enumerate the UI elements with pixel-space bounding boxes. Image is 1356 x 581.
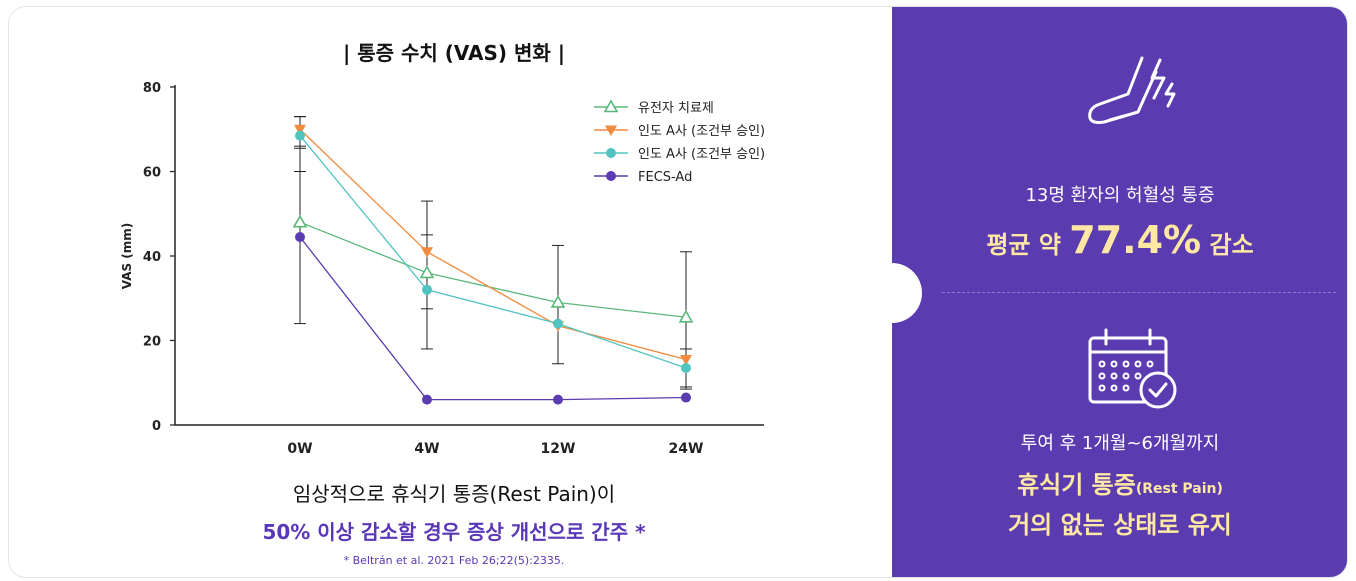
y-tick-label: 40 [143,250,161,265]
data-point [550,294,566,308]
data-point [553,318,563,329]
series-line [299,128,687,361]
panel-notch [862,263,922,323]
y-axis-label: VAS (mm) [120,223,134,290]
y-tick-label: 60 [143,166,161,181]
data-point [681,362,691,373]
data-point [294,124,306,136]
data-point [422,284,432,295]
rest-pain-sub: (Rest Pain) [1135,481,1223,497]
caption-line-2: 50% 이상 감소할 경우 증상 개선으로 간주 * [262,520,646,544]
data-point [421,247,433,258]
data-point [680,355,692,366]
data-point [681,392,691,403]
pain-reduction-text: 평균 약 77.4% 감소 [892,218,1347,262]
chart-title: | 통증 수치 (VAS) 변화 | [342,41,566,65]
panel-divider [942,292,1336,293]
duration-text: 투여 후 1개월~6개월까지 [1020,433,1220,454]
y-tick-label: 0 [152,419,161,434]
x-tick-label: 12W [541,441,576,457]
summary-panel: 13명 환자의 허혈성 통증 평균 약 77.4% 감소 투여 후 1개월~6개… [862,7,1347,577]
legend-marker [603,99,619,113]
data-point [295,130,305,141]
reduction-percent: 77.4% [1069,218,1202,262]
data-point [553,394,563,405]
legend-marker [606,171,616,181]
maintained-text: 거의 없는 상태로 유지 [1008,511,1232,539]
data-point [422,394,432,405]
card: | 통증 수치 (VAS) 변화 | 0 20 40 60 80 0W 4W 12W 24W VA… [8,6,1348,578]
legend-marker [606,148,616,158]
x-tick-label: 0W [287,441,312,457]
series-line [299,236,687,401]
legend-label: 유전자 치료제 [638,101,714,116]
legend-marker [605,125,617,136]
caption-line-1: 임상적으로 휴식기 통증(Rest Pain)이 [292,482,616,506]
legend-label: 인도 A사 (조건부 승인) [638,147,765,162]
data-point [419,265,435,279]
footnote: * Beltrán et al. 2021 Feb 26;22(5):2335. [343,554,565,567]
x-tick-label: 4W [414,441,439,457]
legend-label: FECS-Ad [638,170,692,185]
pain-patients-text: 13명 환자의 허혈성 통증 [1025,185,1215,206]
reduction-prefix: 평균 약 [986,231,1070,259]
reduction-suffix: 감소 [1201,231,1254,259]
data-point [292,214,308,228]
rest-pain-text: 휴식기 통증(Rest Pain) [892,465,1347,500]
data-point [678,309,694,323]
series-line [299,135,687,369]
rest-pain-main: 휴식기 통증 [1017,471,1136,499]
y-tick-label: 20 [143,335,161,350]
calendar-check-icon [1088,328,1177,409]
data-point [295,231,305,242]
legend-label: 인도 A사 (조건부 승인) [638,124,765,139]
series-line [299,221,687,318]
leg-pain-icon [1088,56,1176,124]
y-tick-label: 80 [143,81,161,96]
x-tick-label: 24W [669,441,704,457]
